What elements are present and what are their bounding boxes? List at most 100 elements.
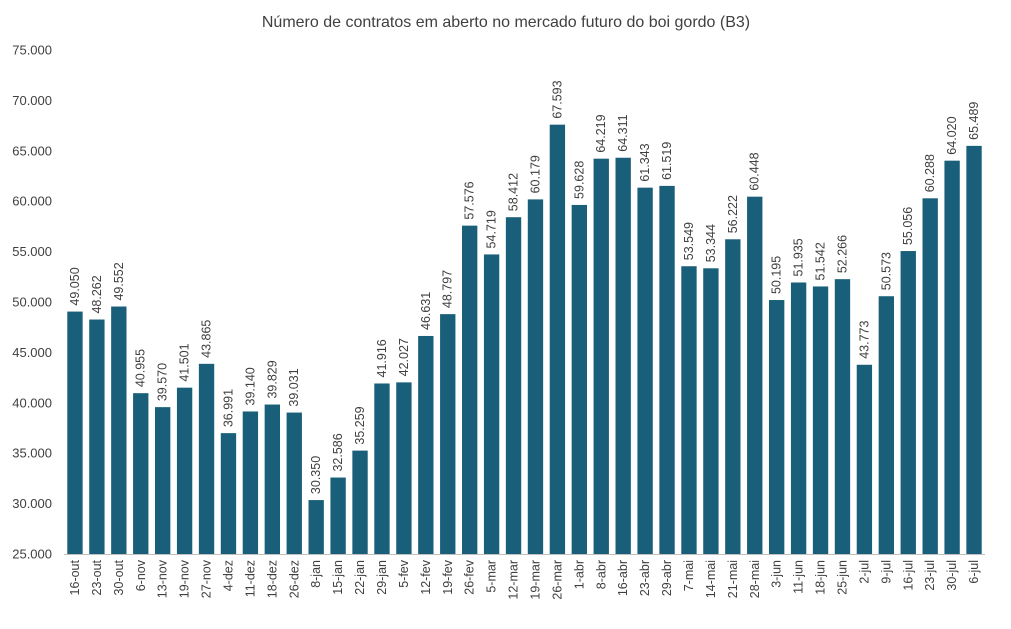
x-tick-label: 4-dez xyxy=(221,560,235,591)
bar-23-jul xyxy=(922,198,938,554)
bar-16-abr xyxy=(615,157,631,554)
bar-29-jan xyxy=(374,383,390,554)
bar-23-abr xyxy=(637,187,653,554)
bar-5-mar xyxy=(483,254,500,554)
data-label: 65.489 xyxy=(967,102,981,140)
y-tick-label: 40.000 xyxy=(12,395,52,410)
x-tick-label: 2-jul xyxy=(857,560,871,584)
data-label: 52.266 xyxy=(835,235,849,273)
x-tick-label: 18-dez xyxy=(265,560,279,598)
data-label: 60.179 xyxy=(528,155,542,193)
data-label: 58.412 xyxy=(507,173,521,211)
y-tick-label: 65.000 xyxy=(12,143,52,158)
data-labels-group: 49.050 48.262 49.552 40.955 39.570 41.501 43.8… xyxy=(68,80,981,494)
x-tick-label: 29-abr xyxy=(660,560,674,596)
bar-27-nov xyxy=(198,363,215,554)
chart-title: Número de contratos em aberto no mercado… xyxy=(262,14,750,31)
data-label: 41.501 xyxy=(178,343,192,381)
data-label: 41.916 xyxy=(375,339,389,377)
x-tick-label: 8-abr xyxy=(594,560,608,589)
bar-4-dez xyxy=(220,433,237,554)
bar-2-jul xyxy=(856,364,873,554)
bar-9-jul xyxy=(878,296,894,554)
y-tick-label: 25.000 xyxy=(12,547,52,562)
x-tick-label: 8-jan xyxy=(309,560,323,588)
x-tick-label: 11-jun xyxy=(792,560,806,594)
bar-1-abr xyxy=(571,204,587,554)
x-tick-label: 1-abr xyxy=(572,560,586,589)
data-label: 61.519 xyxy=(660,142,674,180)
y-axis: 25.000 30.000 35.000 40.000 45.000 50.000 55.0… xyxy=(12,43,52,562)
data-label: 32.586 xyxy=(331,433,345,471)
x-tick-label: 30-jul xyxy=(945,560,959,591)
y-tick-label: 30.000 xyxy=(12,496,52,511)
bar-7-mai xyxy=(681,266,697,554)
bar-16-out xyxy=(67,311,83,554)
data-label: 64.311 xyxy=(616,114,630,151)
x-tick-label: 19-nov xyxy=(178,559,192,598)
x-tick-label: 16-abr xyxy=(616,560,630,596)
data-label: 49.552 xyxy=(112,262,126,300)
data-label: 42.027 xyxy=(397,338,411,376)
bar-3-jun xyxy=(769,300,785,554)
bar-21-mai xyxy=(725,239,741,555)
bar-23-out xyxy=(89,319,105,554)
x-tick-label: 14-mai xyxy=(704,560,718,598)
bar-6-jul xyxy=(966,145,982,554)
x-tick-label: 6-jul xyxy=(967,560,981,584)
bar-19-nov xyxy=(176,387,193,554)
x-tick-label: 21-mai xyxy=(726,560,740,598)
bar-19-fev xyxy=(440,314,456,554)
data-label: 56.222 xyxy=(726,195,740,233)
bar-22-jan xyxy=(352,450,368,554)
bar-13-nov xyxy=(155,407,171,554)
data-label: 64.020 xyxy=(945,116,959,154)
y-tick-label: 35.000 xyxy=(12,446,52,461)
y-tick-label: 75.000 xyxy=(12,43,52,58)
x-tick-label: 5-mar xyxy=(485,560,499,593)
data-label: 59.628 xyxy=(572,161,586,199)
x-tick-label: 19-fev xyxy=(441,559,455,594)
data-label: 35.259 xyxy=(353,406,367,444)
x-tick-label: 23-abr xyxy=(638,560,652,596)
data-label: 48.797 xyxy=(441,270,455,308)
data-label: 53.344 xyxy=(704,224,718,262)
x-tick-label: 23-jul xyxy=(923,560,937,591)
x-tick-label: 26-fev xyxy=(463,559,477,594)
data-label: 51.935 xyxy=(792,238,806,276)
bar-6-nov xyxy=(133,393,149,554)
x-tick-label: 3-jun xyxy=(770,560,784,588)
data-label: 60.288 xyxy=(923,154,937,192)
data-label: 40.955 xyxy=(134,349,148,387)
x-tick-label: 29-jan xyxy=(375,560,389,595)
data-label: 43.773 xyxy=(857,320,871,358)
x-tick-label: 30-out xyxy=(112,559,126,595)
bar-18-dez xyxy=(264,404,280,554)
bar-30-jul xyxy=(944,160,960,554)
y-tick-label: 70.000 xyxy=(12,93,52,108)
bar-25-jun xyxy=(834,279,851,554)
data-label: 50.195 xyxy=(770,256,784,294)
bar-15-jan xyxy=(330,477,346,554)
bar-28-mai xyxy=(747,196,763,555)
data-label: 60.448 xyxy=(748,152,762,190)
bar-12-fev xyxy=(418,335,434,554)
data-label: 57.576 xyxy=(463,181,477,219)
data-label: 43.865 xyxy=(200,320,214,358)
x-tick-label: 26-mar xyxy=(550,560,564,600)
data-label: 30.350 xyxy=(309,456,323,494)
x-tick-label: 28-mai xyxy=(748,560,762,598)
data-label: 54.719 xyxy=(485,210,499,248)
data-label: 39.570 xyxy=(156,363,170,401)
x-tick-label: 18-jun xyxy=(814,560,828,595)
x-tick-label: 7-mai xyxy=(682,560,696,591)
data-label: 50.573 xyxy=(879,252,893,290)
x-axis: 16-out 23-out 30-out 6-nov 13-nov 19-nov 27-no… xyxy=(68,559,981,599)
data-label: 39.031 xyxy=(287,368,301,406)
y-tick-label: 60.000 xyxy=(12,194,52,209)
bar-16-jul xyxy=(900,251,916,554)
y-tick-label: 55.000 xyxy=(12,244,52,259)
y-tick-label: 50.000 xyxy=(12,295,52,310)
